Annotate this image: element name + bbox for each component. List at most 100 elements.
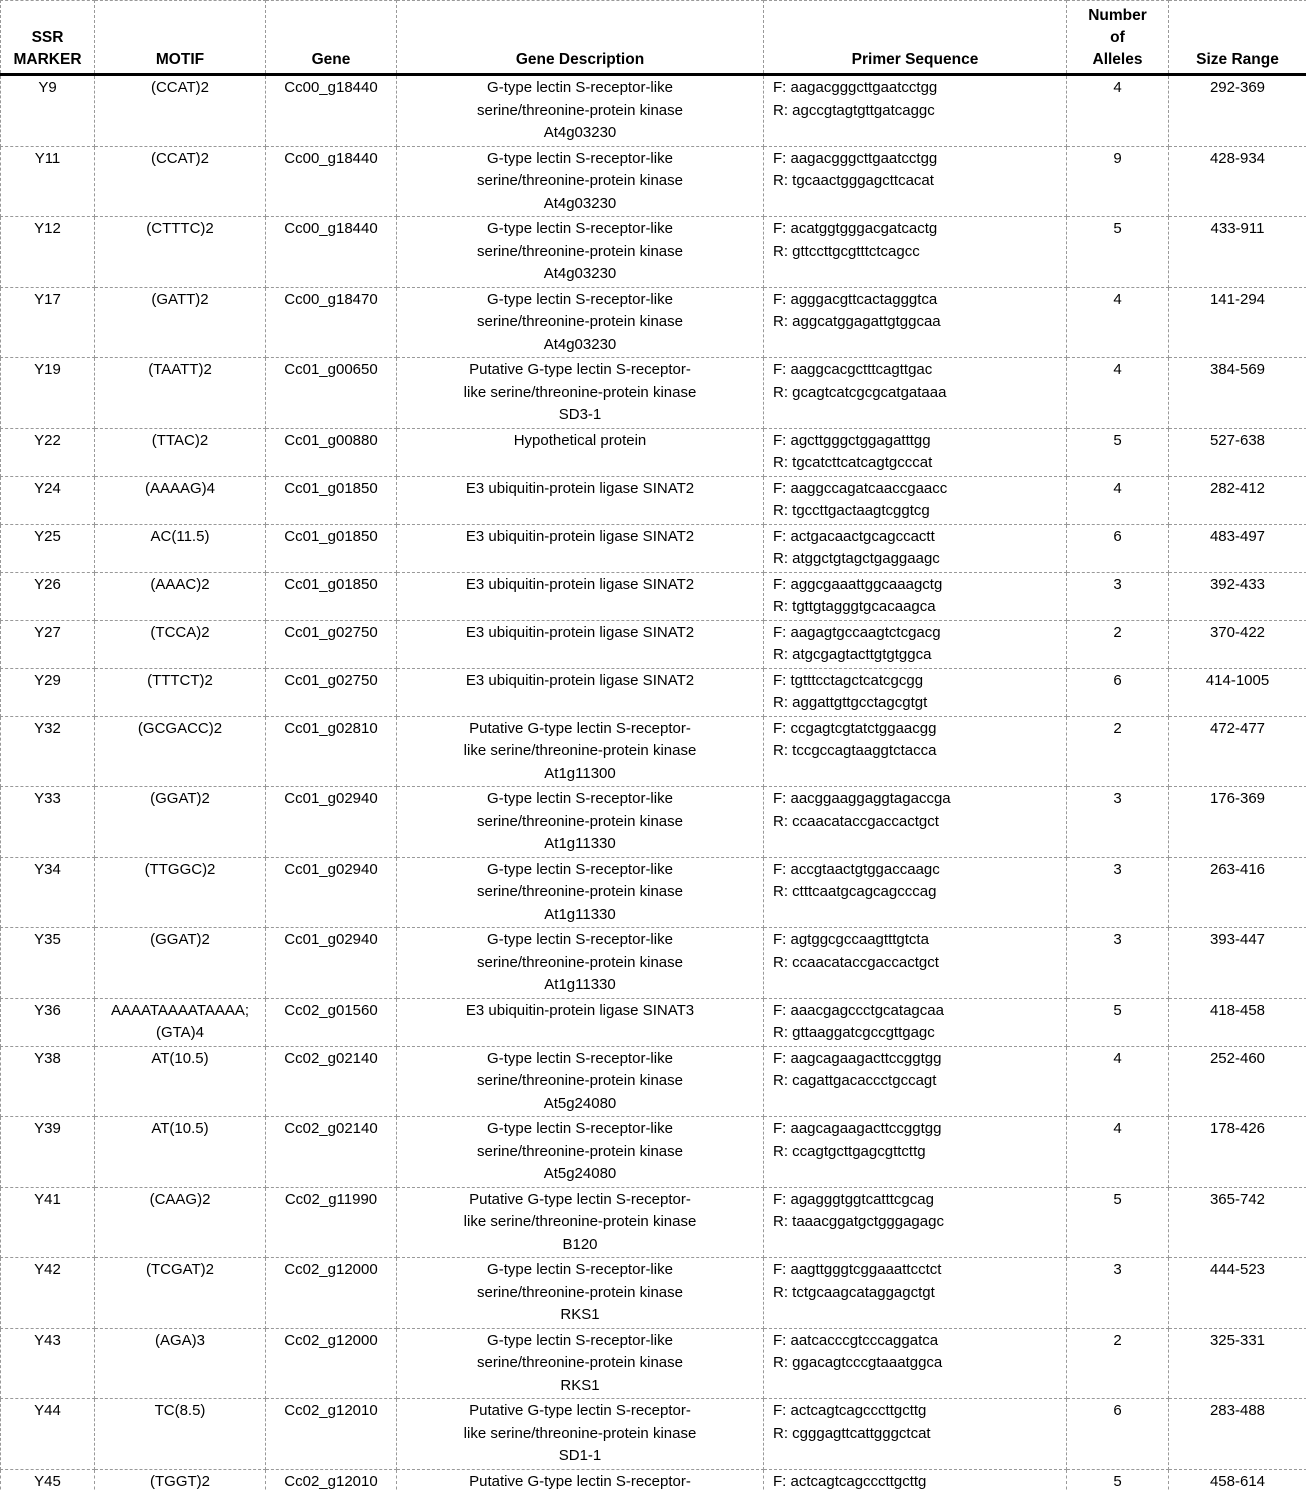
ssr-marker-cell: Y42	[0, 1257, 95, 1329]
size-range-cell: 428-934	[1168, 145, 1306, 217]
forward-primer: F: aagcagaagacttccggtgg	[773, 1120, 942, 1137]
gene-cell: Cc00_g18440	[265, 216, 397, 288]
gene-description-cell: G-type lectin S-receptor-like serine/thr…	[396, 1045, 764, 1117]
primer-sequence-cell: F: actgacaactgcagccactt R: atggctgtagctg…	[763, 523, 1067, 573]
gene-cell: Cc00_g18440	[265, 145, 397, 217]
table-row: Y36 AAAATAAAATAAAA; (GTA)4 Cc02_g01560 E…	[0, 997, 1306, 1047]
motif-cell: (CCAT)2	[94, 145, 266, 217]
motif-cell: (AGA)3	[94, 1327, 266, 1399]
forward-primer: F: acatggtgggacgatcactg	[773, 220, 938, 237]
size-range-cell: 384-569	[1168, 357, 1306, 429]
primer-sequence-cell: F: acatggtgggacgatcactg R: gttccttgcgttt…	[763, 216, 1067, 288]
motif-cell: (AAAAG)4	[94, 475, 266, 525]
alleles-cell: 5	[1066, 427, 1169, 477]
primer-sequence-cell: F: aagacgggcttgaatcctgg R: tgcaactgggagc…	[763, 145, 1067, 217]
forward-primer: F: agagggtggtcatttcgcag	[773, 1190, 934, 1208]
size-range-cell: 418-458	[1168, 997, 1306, 1047]
reverse-primer: R: gcagtcatcgcgcatgataaa	[773, 383, 947, 401]
table-row: Y39 AT(10.5) Cc02_g02140 G-type lectin S…	[0, 1116, 1306, 1188]
motif-cell: (GATT)2	[94, 286, 266, 358]
gene-cell: Cc00_g18440	[265, 74, 397, 147]
header-ssr-marker: SSR MARKER	[0, 0, 95, 76]
forward-primer: F: ccgagtcgtatctggaacgg	[773, 719, 937, 737]
primer-sequence-cell: F: aagcagaagacttccggtgg R: cagattgacaccc…	[763, 1045, 1067, 1117]
forward-primer: F: aacggaaggaggtagaccga	[773, 790, 951, 807]
ssr-marker-cell: Y34	[0, 856, 95, 928]
alleles-cell: 9	[1066, 145, 1169, 217]
motif-cell: (GCGACC)2	[94, 715, 266, 787]
forward-primer: F: aagttgggtcggaaattcctct	[773, 1261, 942, 1278]
reverse-primer: R: tgccttgactaagtcggtcg	[773, 502, 930, 519]
primer-sequence-cell: F: actcagtcagcccttgcttg	[763, 1468, 1067, 1492]
gene-description-cell: G-type lectin S-receptor-like serine/thr…	[396, 927, 764, 999]
primer-sequence-cell: F: accgtaactgtggaccaagc R: ctttcaatgcagc…	[763, 856, 1067, 928]
gene-cell: Cc02_g12000	[265, 1327, 397, 1399]
ssr-marker-cell: Y24	[0, 475, 95, 525]
alleles-cell: 3	[1066, 856, 1169, 928]
ssr-marker-cell: Y19	[0, 357, 95, 429]
size-range-cell: 472-477	[1168, 715, 1306, 787]
alleles-cell: 4	[1066, 74, 1169, 147]
header-size-range: Size Range	[1168, 0, 1306, 76]
gene-description-cell: Putative G-type lectin S-receptor- like …	[396, 1186, 764, 1258]
reverse-primer: R: ggacagtcccgtaaatggca	[773, 1354, 943, 1371]
reverse-primer: R: gttaaggatcgccgttgagc	[773, 1024, 935, 1041]
gene-cell: Cc02_g12010	[265, 1468, 397, 1492]
gene-description-cell: Putative G-type lectin S-receptor- like …	[396, 715, 764, 787]
gene-description-cell: G-type lectin S-receptor-like serine/thr…	[396, 74, 764, 147]
size-range-cell: 176-369	[1168, 786, 1306, 858]
primer-sequence-cell: F: aagcagaagacttccggtgg R: ccagtgcttgagc…	[763, 1116, 1067, 1188]
gene-cell: Cc01_g02750	[265, 619, 397, 669]
alleles-cell: 5	[1066, 997, 1169, 1047]
table-row: Y44 TC(8.5) Cc02_g12010 Putative G-type …	[0, 1398, 1306, 1470]
primer-sequence-cell: F: aagagtgccaagtctcgacg R: atgcgagtacttg…	[763, 619, 1067, 669]
primer-sequence-cell: F: aagacgggcttgaatcctgg R: agccgtagtgttg…	[763, 74, 1067, 147]
ssr-marker-cell: Y25	[0, 523, 95, 573]
table-row: Y42 (TCGAT)2 Cc02_g12000 G-type lectin S…	[0, 1257, 1306, 1329]
header-row: SSR MARKER MOTIF Gene Gene Description P…	[0, 0, 1306, 76]
gene-description-cell: G-type lectin S-receptor-like serine/thr…	[396, 856, 764, 928]
reverse-primer: R: tgttgtagggtgcacaagca	[773, 598, 936, 615]
alleles-cell: 2	[1066, 715, 1169, 787]
gene-description-cell: Putative G-type lectin S-receptor- like …	[396, 1398, 764, 1470]
gene-description-cell: G-type lectin S-receptor-like serine/thr…	[396, 1257, 764, 1329]
size-range-cell: 282-412	[1168, 475, 1306, 525]
size-range-cell: 444-523	[1168, 1257, 1306, 1329]
ssr-marker-cell: Y41	[0, 1186, 95, 1258]
forward-primer: F: tgtttcctagctcatcgcgg	[773, 671, 924, 689]
header-number-of-alleles: Number of Alleles	[1066, 0, 1169, 76]
table-row: Y22 (TTAC)2 Cc01_g00880 Hypothetical pro…	[0, 427, 1306, 477]
size-range-cell: 252-460	[1168, 1045, 1306, 1117]
table-row: Y25 AC(11.5) Cc01_g01850 E3 ubiquitin-pr…	[0, 523, 1306, 573]
gene-cell: Cc00_g18470	[265, 286, 397, 358]
gene-cell: Cc01_g00650	[265, 357, 397, 429]
table-row: Y38 AT(10.5) Cc02_g02140 G-type lectin S…	[0, 1045, 1306, 1117]
table-row: Y9 (CCAT)2 Cc00_g18440 G-type lectin S-r…	[0, 74, 1306, 147]
gene-description-cell: Putative G-type lectin S-receptor- like …	[396, 357, 764, 429]
forward-primer: F: aagacgggcttgaatcctgg	[773, 79, 938, 96]
alleles-cell: 5	[1066, 1186, 1169, 1258]
gene-description-cell: E3 ubiquitin-protein ligase SINAT2	[396, 571, 764, 621]
table-body: Y9 (CCAT)2 Cc00_g18440 G-type lectin S-r…	[0, 74, 1306, 1492]
gene-description-cell: E3 ubiquitin-protein ligase SINAT2	[396, 619, 764, 669]
ssr-marker-cell: Y29	[0, 667, 95, 717]
forward-primer: F: agtggcgccaagtttgtcta	[773, 931, 929, 948]
ssr-marker-cell: Y43	[0, 1327, 95, 1399]
forward-primer: F: agggacgttcactagggtca	[773, 290, 938, 308]
primer-sequence-cell: F: aaggccagatcaaccgaacc R: tgccttgactaag…	[763, 475, 1067, 525]
size-range-cell: 392-433	[1168, 571, 1306, 621]
gene-cell: Cc01_g02750	[265, 667, 397, 717]
reverse-primer: R: tgcatcttcatcagtgcccat	[773, 454, 933, 471]
gene-description-cell: G-type lectin S-receptor-like serine/thr…	[396, 216, 764, 288]
primer-sequence-cell: F: aggcgaaattggcaaagctg R: tgttgtagggtgc…	[763, 571, 1067, 621]
forward-primer: F: aaggccagatcaaccgaacc	[773, 479, 948, 497]
table-row: Y32 (GCGACC)2 Cc01_g02810 Putative G-typ…	[0, 715, 1306, 787]
size-range-cell: 283-488	[1168, 1398, 1306, 1470]
ssr-marker-cell: Y44	[0, 1398, 95, 1470]
gene-description-cell: G-type lectin S-receptor-like serine/thr…	[396, 286, 764, 358]
gene-cell: Cc01_g02940	[265, 786, 397, 858]
ssr-marker-cell: Y39	[0, 1116, 95, 1188]
gene-cell: Cc02_g11990	[265, 1186, 397, 1258]
